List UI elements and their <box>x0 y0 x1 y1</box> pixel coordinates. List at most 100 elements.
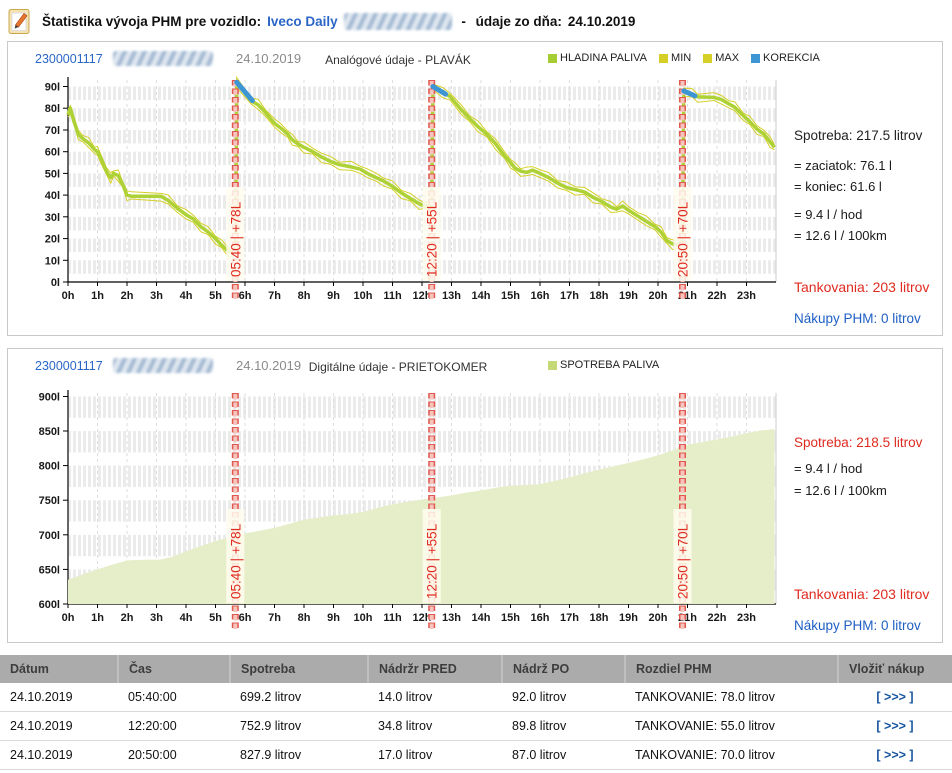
svg-text:20h: 20h <box>649 612 668 624</box>
svg-text:600l: 600l <box>39 599 60 611</box>
chart-date: 24.10.2019 <box>236 358 302 373</box>
svg-text:40l: 40l <box>45 190 60 202</box>
svg-text:80l: 80l <box>45 103 60 115</box>
refuel-marker-label: 05:40 | +78L <box>226 509 245 603</box>
table-cell: 24.10.2019 <box>0 740 118 770</box>
svg-text:6h: 6h <box>239 612 252 624</box>
device-id-link[interactable]: 2300001117 <box>35 52 103 66</box>
svg-text:8h: 8h <box>298 612 311 624</box>
insert-purchase-link[interactable]: [ >>> ] <box>876 748 914 762</box>
table-header-cell: Vložiť nákup <box>838 655 952 683</box>
chart-title: Digitálne údaje - PRIETOKOMER <box>308 360 488 374</box>
analog-panel-header: 2300001117 24.10.2019 Analógové údaje - … <box>8 42 942 76</box>
svg-text:9h: 9h <box>327 612 340 624</box>
svg-text:17h: 17h <box>560 612 579 624</box>
refuel-table-body: 24.10.2019 05:40:00 699.2 litrov 14.0 litro… <box>0 683 952 770</box>
legend-label: KOREKCIA <box>763 52 820 64</box>
svg-text:10l: 10l <box>45 255 60 267</box>
table-cell: 24.10.2019 <box>0 683 118 712</box>
date-label: údaje zo dňa: <box>475 13 562 29</box>
table-cell: 12:20:00 <box>118 711 230 741</box>
digital-panel-header: 2300001117 24.10.2019 Digitálne údaje - … <box>8 349 942 383</box>
svg-text:23h: 23h <box>737 612 756 624</box>
svg-text:5h: 5h <box>209 290 222 302</box>
svg-text:8h: 8h <box>298 290 311 302</box>
legend-item: SPOTREBA PALIVA <box>548 359 659 371</box>
legend-swatch-icon <box>659 53 669 63</box>
svg-text:11h: 11h <box>383 290 402 302</box>
table-cell: 17.0 litrov <box>368 740 502 770</box>
svg-text:13h: 13h <box>442 290 461 302</box>
date-value: 24.10.2019 <box>567 13 636 29</box>
table-cell: 24.10.2019 <box>0 711 118 741</box>
svg-text:14h: 14h <box>472 290 491 302</box>
table-cell: [ >>> ] <box>838 740 952 770</box>
svg-text:60l: 60l <box>45 147 60 159</box>
refuel-marker-label: 05:40 | +78L <box>226 187 245 281</box>
purchases-total: Nákupy PHM: 0 litrov <box>794 618 921 633</box>
legend-swatch-icon <box>548 53 557 63</box>
svg-text:3h: 3h <box>150 612 163 624</box>
table-cell: 699.2 litrov <box>230 683 368 712</box>
svg-text:650l: 650l <box>39 564 60 576</box>
svg-text:7h: 7h <box>268 290 281 302</box>
table-cell: 89.8 litrov <box>502 711 625 741</box>
svg-text:18h: 18h <box>590 612 609 624</box>
legend-label: MAX <box>715 52 740 64</box>
table-cell: 20:50:00 <box>118 740 230 770</box>
digital-chart: 600l 650l 700l 750l 800l 850l 900l 0h 1h 2h 3h 4h 5h… <box>39 390 777 630</box>
table-cell: 34.8 litrov <box>368 711 502 741</box>
table-cell: [ >>> ] <box>838 711 952 741</box>
consumption-per-hour: = 9.4 l / hod <box>794 207 863 222</box>
table-header-cell: Spotreba <box>230 655 369 683</box>
legend-label: HLADINA PALIVA <box>560 52 648 64</box>
refuels-total: Tankovania: 203 litrov <box>794 279 930 295</box>
refuel-table-head: Dátum Čas Spotreba Nádržr PRED Nádrž PO Rozdi… <box>0 655 952 683</box>
svg-text:800l: 800l <box>39 461 60 473</box>
svg-text:5h: 5h <box>209 612 222 624</box>
svg-text:12:20 | +55L: 12:20 | +55L <box>425 523 440 599</box>
legend-swatch-icon <box>548 360 557 370</box>
analog-chart-panel: 2300001117 24.10.2019 Analógové údaje - … <box>7 41 943 336</box>
legend-label: SPOTREBA PALIVA <box>560 359 660 371</box>
svg-text:850l: 850l <box>39 426 60 438</box>
legend-item: KOREKCIA <box>751 52 820 64</box>
table-row: 24.10.2019 20:50:00 827.9 litrov 17.0 litro… <box>0 740 952 770</box>
edit-note-icon <box>8 7 32 35</box>
svg-text:15h: 15h <box>501 612 520 624</box>
table-cell: TANKOVANIE: 70.0 litrov <box>625 740 838 770</box>
svg-text:0h: 0h <box>62 612 75 624</box>
svg-text:13h: 13h <box>442 612 461 624</box>
table-header-cell: Rozdiel PHM <box>625 655 839 683</box>
refuel-marker-label: 12:20 | +55L <box>422 187 441 281</box>
legend-swatch-icon <box>703 53 713 63</box>
svg-text:700l: 700l <box>39 530 60 542</box>
svg-text:750l: 750l <box>39 495 60 507</box>
svg-text:20l: 20l <box>45 234 60 246</box>
redacted-vehicle-name <box>113 358 213 373</box>
table-row: 24.10.2019 05:40:00 699.2 litrov 14.0 litro… <box>0 683 952 712</box>
svg-text:20h: 20h <box>649 290 668 302</box>
svg-text:10h: 10h <box>354 612 373 624</box>
table-header-cell: Čas <box>118 655 231 683</box>
table-cell: TANKOVANIE: 78.0 litrov <box>625 683 838 712</box>
device-id-link[interactable]: 2300001117 <box>35 359 103 373</box>
insert-purchase-link[interactable]: [ >>> ] <box>876 719 914 733</box>
svg-text:23h: 23h <box>737 290 756 302</box>
insert-purchase-link[interactable]: [ >>> ] <box>876 690 914 704</box>
svg-text:0h: 0h <box>62 290 75 302</box>
svg-text:18h: 18h <box>590 290 609 302</box>
consumption-total: Spotreba: 217.5 litrov <box>794 128 923 143</box>
refuels-total: Tankovania: 203 litrov <box>794 586 930 602</box>
refuel-table: Dátum Čas Spotreba Nádržr PRED Nádrž PO Rozdi… <box>0 655 952 770</box>
legend-item: MAX <box>703 52 739 64</box>
svg-text:70l: 70l <box>45 125 60 137</box>
svg-text:20:50 | +70L: 20:50 | +70L <box>676 523 691 599</box>
table-cell: 14.0 litrov <box>368 683 502 712</box>
vehicle-name: Iveco Daily <box>267 13 338 29</box>
start-level: = zaciatok: 76.1 l <box>794 158 892 173</box>
svg-text:22h: 22h <box>708 612 727 624</box>
legend-item: HLADINA PALIVA <box>548 52 647 64</box>
svg-text:20:50 | +70L: 20:50 | +70L <box>676 201 691 277</box>
svg-text:10h: 10h <box>354 290 373 302</box>
